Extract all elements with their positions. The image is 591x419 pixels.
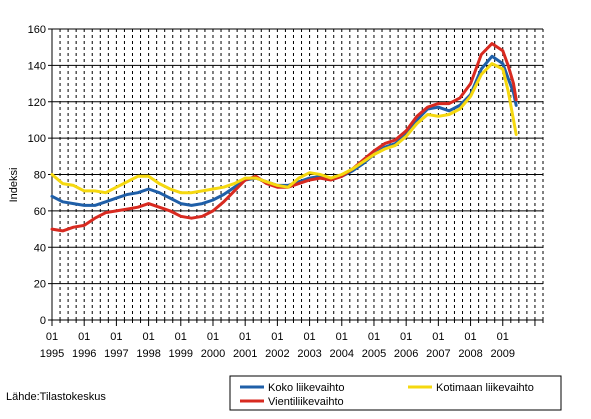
tick-labels: 0 20 40 60 80 100 120 140 160 01 1995 01 1996 01 1997 0… <box>28 24 515 360</box>
x-tick-year-label: 2008 <box>458 348 482 360</box>
x-tick-year-label: 2009 <box>491 348 515 360</box>
y-tick-label: 80 <box>34 170 46 182</box>
y-axis-title: Indeksi <box>8 168 20 203</box>
x-tick-month-label: 01 <box>207 331 219 343</box>
x-tick-year-label: 1999 <box>169 348 193 360</box>
x-tick-year-label: 2006 <box>394 348 418 360</box>
source-note: Lähde:Tilastokeskus <box>6 391 106 403</box>
x-tick-month-label: 01 <box>46 331 58 343</box>
x-tick-year-label: 2003 <box>297 348 321 360</box>
x-tick-month-label: 01 <box>142 331 154 343</box>
x-tick-month-label: 01 <box>78 331 90 343</box>
legend: Koko liikevaihto Kotimaan liikevaihto Vien… <box>229 375 562 411</box>
legend-label: Koko liikevaihto <box>268 382 344 394</box>
grid <box>52 28 544 320</box>
x-tick-month-label: 01 <box>400 331 412 343</box>
x-tick-year-label: 2005 <box>362 348 386 360</box>
legend-box <box>229 375 562 411</box>
x-tick-month-label: 01 <box>368 331 380 343</box>
series-lines <box>50 42 518 233</box>
x-tick-month-label: 01 <box>464 331 476 343</box>
series-line-kotimaan-liikevaihto <box>50 62 518 195</box>
x-tick-year-label: 1997 <box>104 348 128 360</box>
x-tick-month-label: 01 <box>303 331 315 343</box>
x-tick-year-label: 1996 <box>72 348 96 360</box>
x-tick-year-label: 2004 <box>330 348 354 360</box>
y-tick-label: 120 <box>28 97 46 109</box>
y-tick-label: 20 <box>34 279 46 291</box>
y-tick-label: 100 <box>28 133 46 145</box>
x-tick-month-label: 01 <box>336 331 348 343</box>
x-tick-year-label: 2002 <box>265 348 289 360</box>
x-tick-month-label: 01 <box>175 331 187 343</box>
axes <box>48 28 544 326</box>
x-tick-year-label: 2000 <box>201 348 225 360</box>
x-tick-month-label: 01 <box>110 331 122 343</box>
legend-label: Vientiliikevaihto <box>268 396 344 408</box>
y-tick-label: 160 <box>28 24 46 36</box>
x-tick-year-label: 1998 <box>136 348 160 360</box>
series-line-vientiliikevaihto <box>50 42 518 233</box>
x-tick-year-label: 2007 <box>426 348 450 360</box>
y-tick-label: 0 <box>40 315 46 327</box>
x-tick-month-label: 01 <box>432 331 444 343</box>
x-tick-year-label: 1995 <box>40 348 64 360</box>
y-tick-label: 40 <box>34 242 46 254</box>
x-tick-month-label: 01 <box>497 331 509 343</box>
x-tick-month-label: 01 <box>271 331 283 343</box>
y-tick-label: 140 <box>28 60 46 72</box>
x-tick-month-label: 01 <box>239 331 251 343</box>
y-tick-label: 60 <box>34 206 46 218</box>
x-tick-year-label: 2001 <box>233 348 257 360</box>
legend-label: Kotimaan liikevaihto <box>436 382 534 394</box>
